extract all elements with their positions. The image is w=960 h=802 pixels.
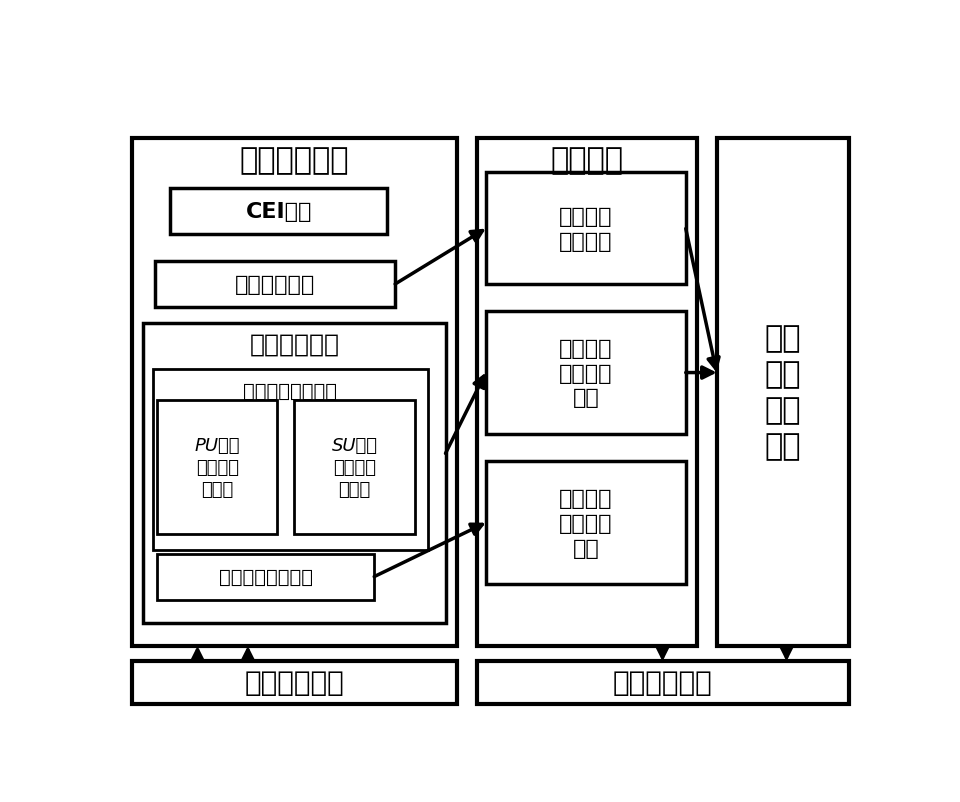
Text: 目标函数
锥化模块: 目标函数 锥化模块 (559, 207, 612, 251)
Text: SU的功
率极限约
束模块: SU的功 率极限约 束模块 (331, 436, 377, 499)
Text: 功率极限约束模块: 功率极限约束模块 (243, 381, 337, 400)
Text: CEI模块: CEI模块 (246, 201, 312, 221)
Bar (153, 369, 427, 550)
Bar (155, 261, 396, 308)
Text: 功率极限
约束锥化
模块: 功率极限 约束锥化 模块 (559, 338, 612, 408)
Text: 结果输出模块: 结果输出模块 (612, 669, 712, 697)
Bar (476, 139, 697, 646)
Bar (486, 461, 685, 585)
Text: 功率约束模块: 功率约束模块 (250, 333, 340, 357)
Bar (476, 662, 849, 704)
Bar (132, 139, 457, 646)
Bar (486, 173, 685, 285)
Bar (157, 400, 277, 535)
Text: 目标函数模块: 目标函数模块 (235, 274, 315, 294)
Text: PU的功
率极限约
束模块: PU的功 率极限约 束模块 (195, 436, 240, 499)
Text: 功率平衡约束模块: 功率平衡约束模块 (219, 567, 313, 586)
Text: 功率平衡
约束锥化
模块: 功率平衡 约束锥化 模块 (559, 488, 612, 558)
Text: 优化
模型
求解
模块: 优化 模型 求解 模块 (764, 324, 801, 460)
Bar (143, 323, 445, 623)
Bar (717, 139, 849, 646)
Bar (157, 554, 374, 600)
Bar (486, 311, 685, 435)
Bar (170, 188, 388, 235)
Bar (132, 662, 457, 704)
Text: 数据读入模块: 数据读入模块 (245, 669, 345, 697)
Text: 优化模型模块: 优化模型模块 (240, 146, 349, 175)
Text: 锥化模块: 锥化模块 (550, 146, 623, 175)
Bar (295, 400, 415, 535)
